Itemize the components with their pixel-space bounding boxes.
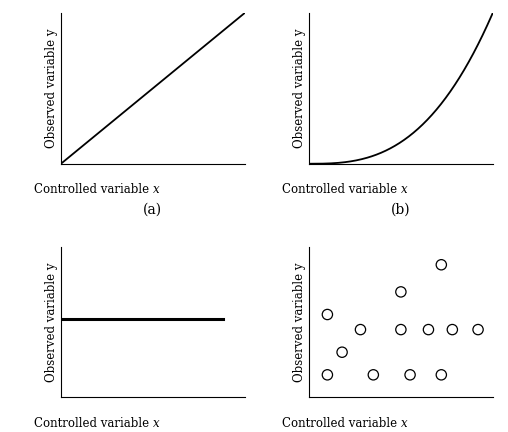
Text: Controlled variable: Controlled variable: [282, 183, 401, 196]
Point: [369, 372, 377, 378]
Point: [406, 372, 414, 378]
Point: [437, 261, 446, 268]
Text: x: x: [153, 417, 160, 430]
Point: [397, 289, 405, 295]
Text: (a): (a): [143, 203, 163, 217]
Y-axis label: Observed variable y: Observed variable y: [293, 262, 306, 382]
Text: Controlled variable: Controlled variable: [34, 417, 153, 430]
Text: Controlled variable: Controlled variable: [34, 183, 153, 196]
Text: Controlled variable: Controlled variable: [282, 417, 401, 430]
Point: [357, 326, 365, 333]
Y-axis label: Observed variable y: Observed variable y: [293, 29, 306, 148]
Point: [323, 372, 331, 378]
Point: [338, 349, 346, 356]
Text: x: x: [401, 417, 407, 430]
Y-axis label: Observed variable y: Observed variable y: [45, 29, 58, 148]
Point: [448, 326, 456, 333]
Point: [437, 372, 446, 378]
Y-axis label: Observed variable y: Observed variable y: [45, 262, 58, 382]
Point: [424, 326, 432, 333]
Text: x: x: [401, 183, 407, 196]
Point: [323, 311, 331, 318]
Point: [474, 326, 482, 333]
Point: [397, 326, 405, 333]
Text: (b): (b): [391, 203, 410, 217]
Text: x: x: [153, 183, 160, 196]
